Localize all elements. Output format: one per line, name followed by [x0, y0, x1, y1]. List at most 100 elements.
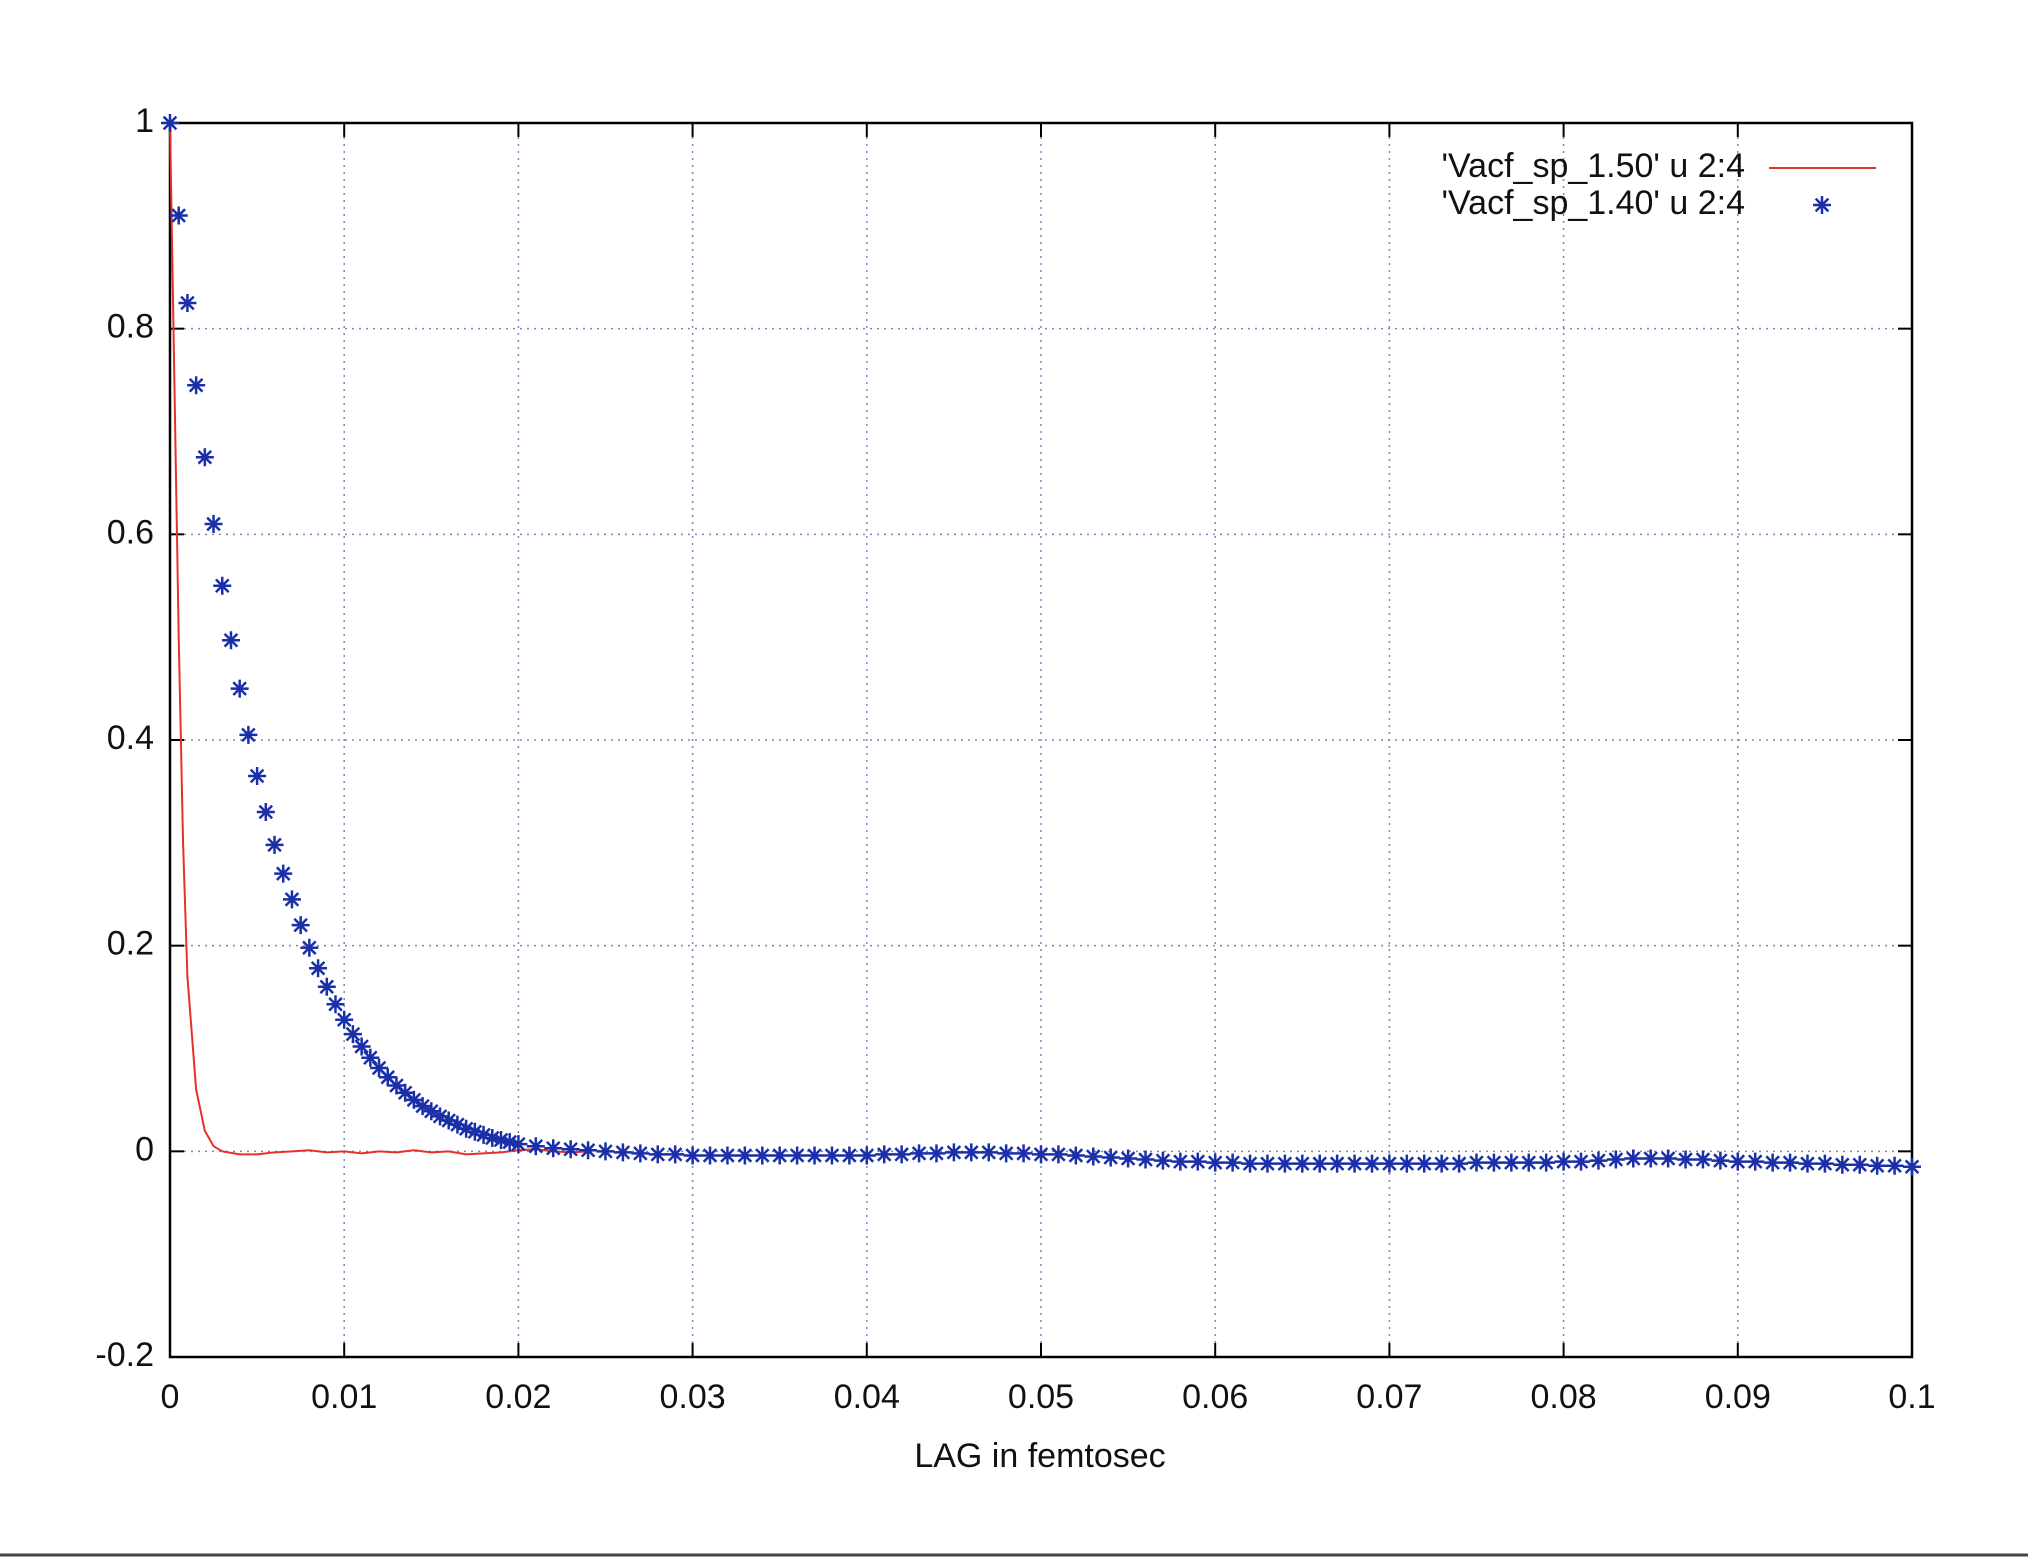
- star-point: [1554, 1152, 1573, 1171]
- y-tick-label: 0.2: [107, 925, 154, 963]
- star-point: [474, 1125, 493, 1144]
- star-point: [1014, 1144, 1033, 1163]
- star-point: [500, 1133, 519, 1152]
- y-tick-label: 0.6: [107, 513, 154, 551]
- x-tick-label: 0.03: [660, 1378, 726, 1416]
- x-axis-label: LAG in femtosec: [914, 1437, 1165, 1475]
- star-point: [1467, 1153, 1486, 1172]
- star-point: [1833, 1155, 1852, 1174]
- star-point: [1676, 1150, 1695, 1169]
- star-point: [378, 1068, 397, 1087]
- star-point: [770, 1146, 789, 1165]
- star-point: [335, 1010, 354, 1029]
- y-tick-label: 1: [135, 102, 154, 140]
- y-tick-label: 0.4: [107, 719, 154, 757]
- y-tick-label: 0: [135, 1130, 154, 1168]
- star-point: [1624, 1149, 1643, 1168]
- plot-frame: [168, 121, 1914, 1359]
- y-tick-label: 0.8: [107, 308, 154, 346]
- star-point: [1032, 1145, 1050, 1164]
- star-point: [457, 1119, 476, 1138]
- star-point: [1903, 1157, 1921, 1176]
- star-point: [448, 1115, 467, 1134]
- star-point: [300, 938, 319, 957]
- star-point: [1136, 1150, 1155, 1169]
- star-point: [326, 995, 345, 1014]
- star-point: [1641, 1149, 1660, 1168]
- star-point: [1275, 1154, 1294, 1173]
- star-point: [361, 1048, 380, 1067]
- star-point: [1885, 1156, 1904, 1175]
- star-point: [1537, 1153, 1556, 1172]
- star-point: [805, 1146, 824, 1165]
- star-point: [491, 1131, 510, 1150]
- star-point: [230, 679, 249, 698]
- star-point: [1606, 1150, 1625, 1169]
- star-point: [1450, 1154, 1469, 1173]
- star-point: [910, 1144, 929, 1163]
- x-tick-label: 0.08: [1531, 1378, 1597, 1416]
- star-point: [1223, 1153, 1242, 1172]
- x-tick-label: 0.04: [834, 1378, 900, 1416]
- x-tick-label: 0.02: [485, 1378, 551, 1416]
- star-point: [753, 1146, 772, 1165]
- star-point: [422, 1102, 441, 1121]
- star-point: [1049, 1145, 1068, 1164]
- star-point: [1484, 1153, 1503, 1172]
- star-point: [1188, 1152, 1207, 1171]
- star-point: [892, 1145, 911, 1164]
- star-point: [1241, 1154, 1260, 1173]
- star-point: [248, 766, 267, 785]
- star-point: [343, 1025, 362, 1044]
- star-point: [178, 293, 197, 312]
- star-point: [274, 864, 293, 883]
- star-point: [1101, 1148, 1120, 1167]
- star-point: [221, 631, 240, 650]
- x-tick-label: 0.07: [1356, 1378, 1422, 1416]
- star-point: [1868, 1156, 1887, 1175]
- star-point: [683, 1146, 702, 1165]
- star-point: [788, 1146, 807, 1165]
- star-point: [1153, 1151, 1172, 1170]
- star-point: [997, 1144, 1016, 1163]
- series-line: [169, 122, 589, 1156]
- star-point: [718, 1146, 737, 1165]
- star-point: [256, 802, 275, 821]
- x-tick-label: 0.09: [1705, 1378, 1771, 1416]
- star-point: [1362, 1154, 1381, 1173]
- star-point: [579, 1141, 598, 1160]
- star-point: [404, 1090, 423, 1109]
- star-point: [239, 725, 258, 744]
- star-point: [1432, 1154, 1451, 1173]
- star-point: [265, 835, 284, 854]
- star-point: [1380, 1154, 1399, 1173]
- star-point: [213, 576, 232, 595]
- star-point: [666, 1145, 685, 1164]
- star-point: [370, 1059, 389, 1078]
- star-point: [1763, 1153, 1782, 1172]
- star-point: [526, 1137, 545, 1156]
- star-point: [1746, 1152, 1765, 1171]
- star-point: [1850, 1155, 1869, 1174]
- star-point: [291, 916, 310, 935]
- star-point: [979, 1143, 998, 1162]
- star-point: [1659, 1149, 1678, 1168]
- star-point: [309, 959, 328, 978]
- star-point: [875, 1145, 894, 1164]
- star-point: [204, 515, 223, 534]
- star-point: [1711, 1151, 1730, 1170]
- star-point: [1589, 1151, 1608, 1170]
- star-point: [1328, 1154, 1347, 1173]
- star-point: [1781, 1153, 1800, 1172]
- x-tick-label: 0: [161, 1378, 180, 1416]
- x-tick-label: 0.01: [311, 1378, 377, 1416]
- star-point: [317, 977, 336, 996]
- star-point: [187, 376, 206, 395]
- legend-label: 'Vacf_sp_1.40' u 2:4: [1442, 184, 1745, 222]
- star-point: [1258, 1154, 1277, 1173]
- star-point: [1502, 1153, 1521, 1172]
- star-point: [1310, 1154, 1329, 1173]
- star-point: [613, 1143, 632, 1162]
